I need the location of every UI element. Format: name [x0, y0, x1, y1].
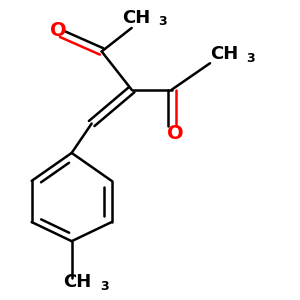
Text: O: O	[50, 21, 67, 40]
Text: 3: 3	[100, 280, 109, 293]
Text: 3: 3	[158, 15, 167, 28]
Text: CH: CH	[63, 273, 92, 291]
Text: CH: CH	[210, 45, 238, 63]
Text: CH: CH	[122, 9, 150, 27]
Text: O: O	[167, 124, 183, 143]
Text: 3: 3	[247, 52, 255, 65]
